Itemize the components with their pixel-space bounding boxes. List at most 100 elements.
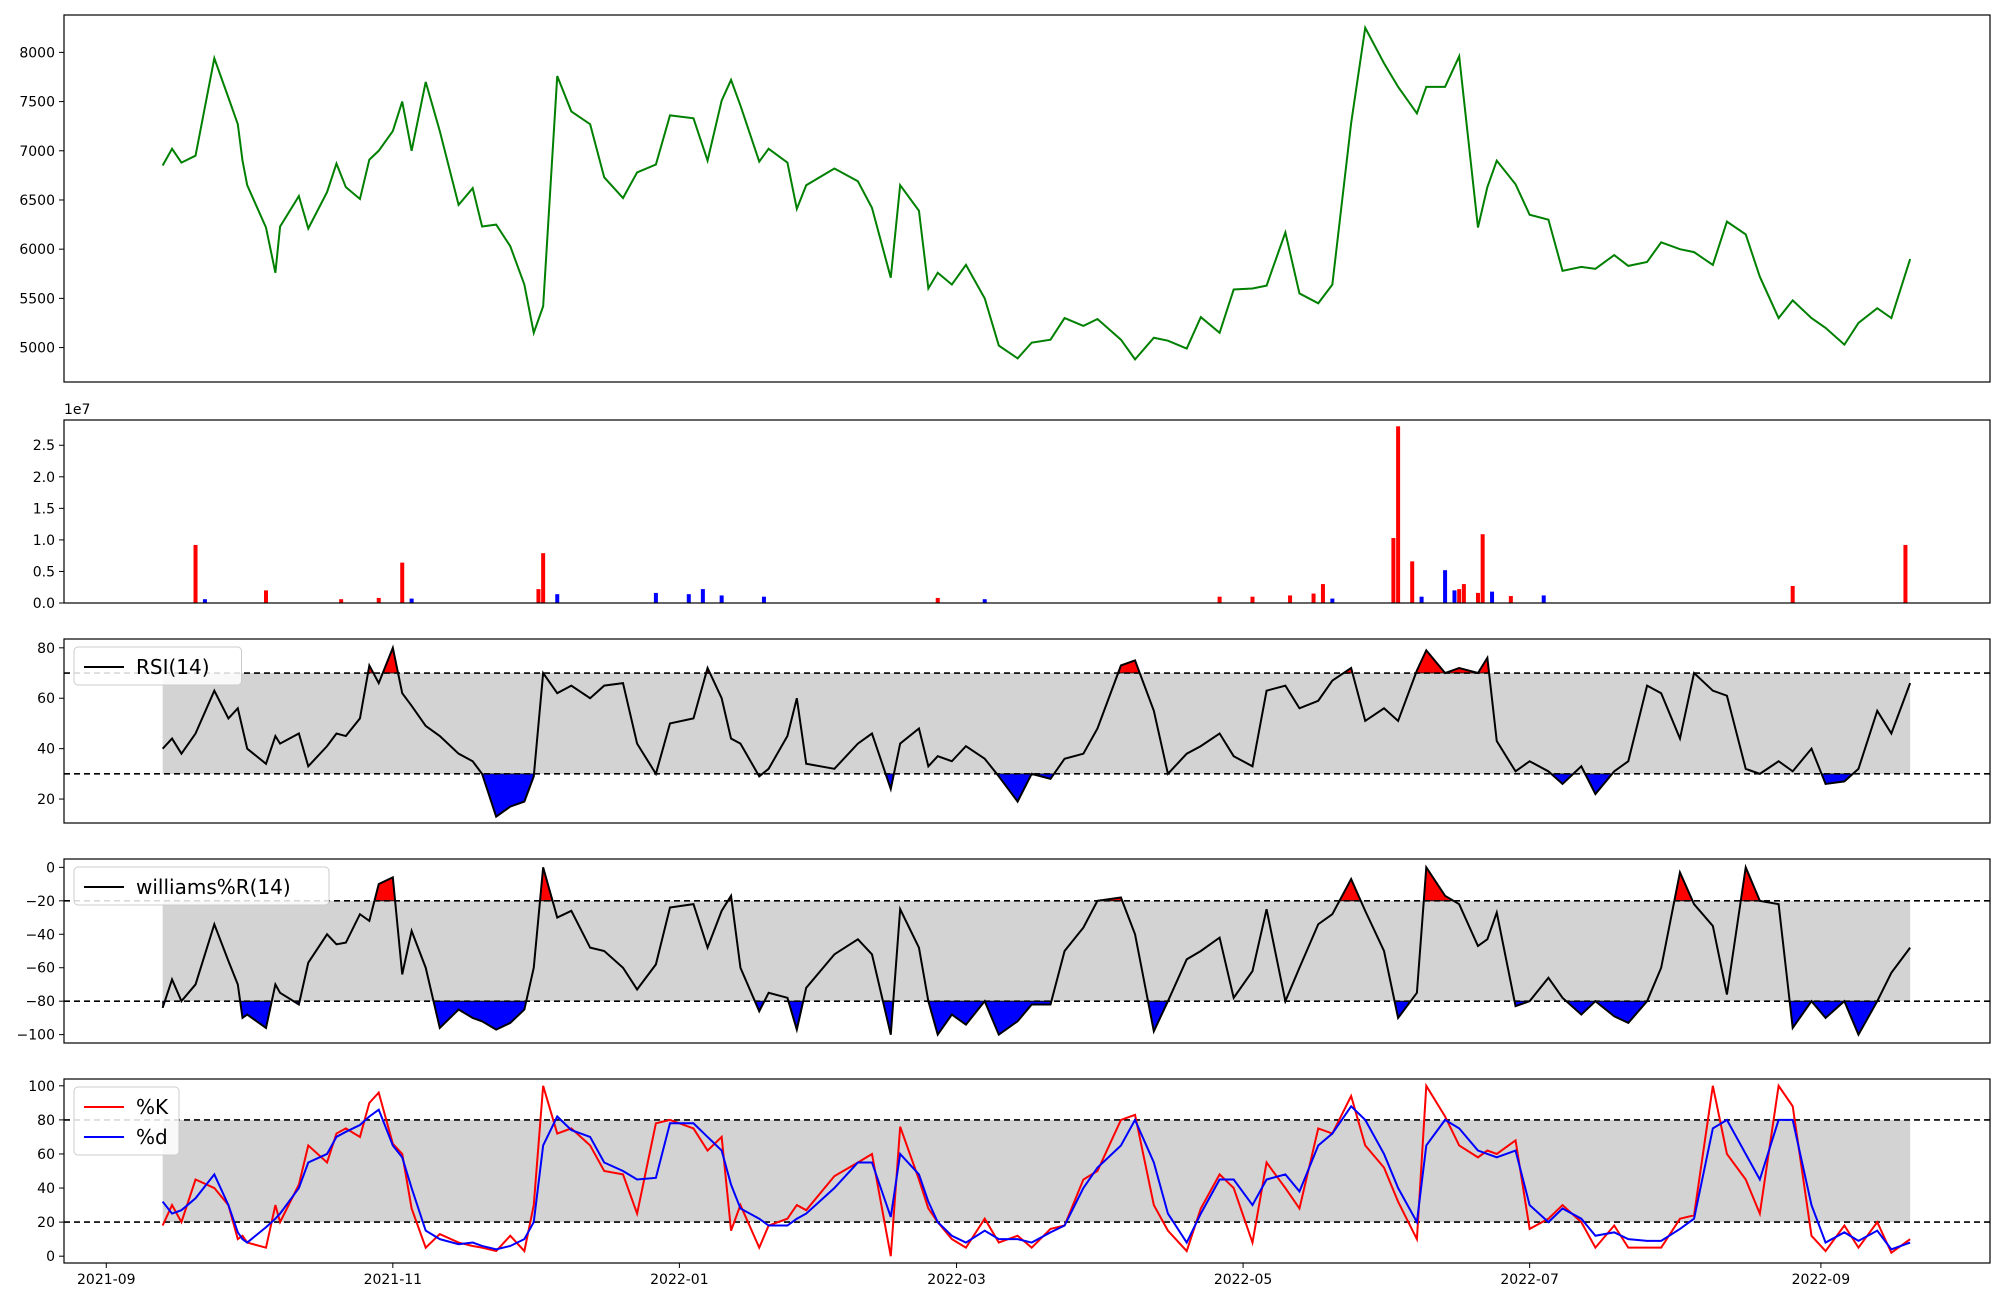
volume-bar [536,589,541,603]
volume-ytick-label: 2.0 [33,470,55,486]
stochastic-legend-label: %K [136,1095,169,1119]
volume-bar [1490,591,1495,603]
volume-bar [1288,595,1293,603]
williams-band [162,900,1911,1002]
williams-ytick-label: −60 [25,961,55,977]
volume-bar [1320,584,1325,603]
volume-scale-label: 1e7 [64,402,90,418]
volume-bar [935,597,940,603]
williams-ytick-label: −40 [25,927,55,943]
volume-bar [1508,596,1513,603]
volume-bar [700,589,705,603]
volume-bar [555,594,560,603]
rsi-legend-label: RSI(14) [136,655,210,679]
volume-bar [719,595,724,603]
price-panel: 5000 5500 6000 6500 7000 7500 8000 [19,14,1991,383]
williams-legend-label: williams%R(14) [136,875,291,899]
volume-bar [400,562,405,603]
volume-bar [193,544,198,603]
volume-bar [1419,596,1424,603]
x-tick-label: 2021-11 [364,1272,423,1288]
volume-bar [263,590,268,603]
volume-bar [1330,598,1335,603]
x-tick-label: 2022-05 [1214,1272,1273,1288]
x-tick-label: 2022-03 [927,1272,986,1288]
stochastic-band [162,1119,1911,1223]
rsi-series-line [161,644,1912,819]
volume-bar [339,599,344,603]
stochastic-ytick-label: 20 [37,1215,55,1231]
volume-bar [1396,426,1401,603]
x-tick-label: 2022-07 [1500,1272,1559,1288]
volume-axes-frame [63,419,1991,604]
price-axes-frame [63,14,1991,383]
volume-bar [761,596,766,603]
volume-bar [1457,589,1462,603]
volume-bar [1452,590,1457,603]
chart-panels: 50005500600065007000750080000.00.51.01.5… [17,14,1991,1288]
volume-bar [1541,595,1546,603]
stochastic-ytick-label: 60 [37,1147,55,1163]
stochastic-series-line [161,1104,1911,1251]
volume-bar [1250,596,1255,603]
price-ytick-label: 5000 [19,341,55,357]
volume-bar [982,599,987,603]
stochastic-ytick-label: 40 [37,1181,55,1197]
rsi-ytick-label: 20 [37,792,55,808]
stochastic-ytick-label: 0 [46,1249,55,1265]
stochastic-ytick-label: 100 [28,1079,55,1095]
volume-bar [686,594,691,603]
stochastic-legend-label: %d [136,1125,168,1149]
williams-ytick-label: −80 [25,994,55,1010]
volume-panel: 0.0 0.5 1.0 1.5 2.0 2.5 1e7 [33,402,1991,612]
rsi-ytick-label: 60 [37,691,55,707]
volume-bar [653,592,658,603]
stochastic-axes-frame [63,1078,1991,1264]
volume-bar [1443,570,1448,603]
williams-panel: 0 −20 −40 −60 −80 −100 williams%R(14) [17,858,1991,1044]
price-ytick-label: 6500 [19,193,55,209]
volume-bar [409,598,414,603]
price-ytick-label: 6000 [19,242,55,258]
volume-bar [1410,561,1415,603]
rsi-ytick-label: 40 [37,742,55,758]
volume-bar [1217,596,1222,603]
volume-ytick-label: 0.5 [33,564,55,580]
williams-ytick-label: 0 [46,860,55,876]
williams-legend [73,866,330,906]
volume-bar [376,597,381,603]
williams-ytick-label: −20 [25,894,55,910]
rsi-band [162,673,1911,774]
x-tick-label: 2022-09 [1792,1272,1851,1288]
williams-series-line [161,863,1911,1037]
volume-ytick-label: 1.0 [33,533,55,549]
volume-bar [202,599,207,603]
stochastic-panel: 0 20 40 60 80 100 %K %d 2021-09 2021-11 2022-01 202… [28,1078,1991,1288]
x-tick-label: 2022-01 [650,1272,709,1288]
price-ytick-label: 5500 [19,291,55,307]
volume-ytick-label: 0.0 [33,596,55,612]
volume-bar [541,553,546,603]
volume-bar [1311,593,1316,603]
x-tick-label: 2021-09 [77,1272,136,1288]
volume-bar [1480,534,1485,603]
volume-bar [1391,538,1396,603]
volume-bar [1790,585,1795,603]
rsi-panel: 20 40 60 80 RSI(14) [37,638,1991,824]
volume-bar [1461,584,1466,603]
volume-bar [1903,544,1908,603]
price-ytick-label: 8000 [19,45,55,61]
price-ytick-label: 7500 [19,95,55,111]
price-ytick-label: 7000 [19,144,55,160]
williams-axes-frame [63,858,1991,1044]
rsi-legend [73,646,242,686]
stochastic-series-line [161,1082,1911,1257]
rsi-ytick-label: 80 [37,641,55,657]
stochastic-ytick-label: 80 [37,1113,55,1129]
volume-ytick-label: 1.5 [33,501,55,517]
volume-ytick-label: 2.5 [33,438,55,454]
volume-bar [1475,592,1480,603]
williams-ytick-label: −100 [17,1028,55,1044]
